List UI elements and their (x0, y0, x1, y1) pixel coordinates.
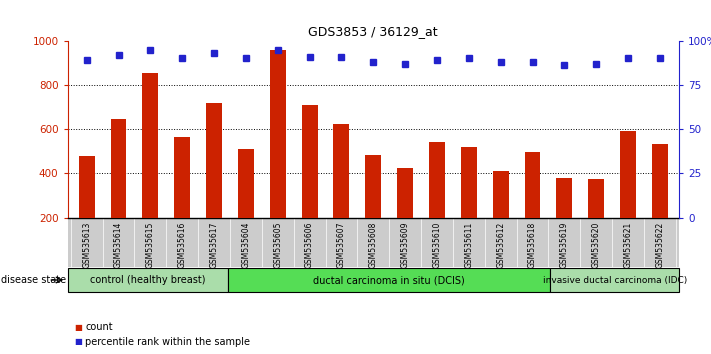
Text: control (healthy breast): control (healthy breast) (90, 275, 205, 285)
Bar (79, 156, 95, 262)
Bar (365, 155, 381, 262)
Bar (238, 149, 254, 262)
Bar (333, 124, 349, 262)
Text: GSM535614: GSM535614 (114, 222, 123, 268)
Text: GSM535619: GSM535619 (560, 222, 569, 268)
Text: ■: ■ (75, 323, 82, 332)
Bar (429, 142, 445, 262)
Text: GSM535612: GSM535612 (496, 222, 505, 268)
Text: disease state: disease state (1, 275, 67, 285)
Bar (174, 137, 190, 262)
Text: GSM535606: GSM535606 (305, 222, 314, 268)
Text: invasive ductal carcinoma (IDC): invasive ductal carcinoma (IDC) (542, 275, 687, 285)
Bar (652, 144, 668, 262)
Text: GSM535620: GSM535620 (592, 222, 601, 268)
Text: GSM535608: GSM535608 (369, 222, 378, 268)
Bar (110, 119, 127, 262)
Bar (525, 153, 540, 262)
Text: GSM535611: GSM535611 (464, 222, 474, 268)
Text: ■: ■ (75, 337, 82, 346)
Text: percentile rank within the sample: percentile rank within the sample (85, 337, 250, 347)
Bar (397, 168, 413, 262)
Bar (557, 178, 572, 262)
Bar (206, 103, 222, 262)
Bar (142, 73, 159, 262)
Bar (493, 171, 508, 262)
Text: count: count (85, 322, 113, 332)
Text: GSM535615: GSM535615 (146, 222, 155, 268)
Text: GSM535613: GSM535613 (82, 222, 91, 268)
Text: GSM535622: GSM535622 (656, 222, 664, 268)
Bar (588, 179, 604, 262)
Text: GSM535605: GSM535605 (273, 222, 282, 268)
Bar (620, 131, 636, 262)
Bar (550, 268, 679, 292)
Text: GSM535609: GSM535609 (400, 222, 410, 268)
Text: GSM535610: GSM535610 (432, 222, 442, 268)
Bar (301, 105, 318, 262)
Text: GSM535616: GSM535616 (178, 222, 187, 268)
Text: ductal carcinoma in situ (DCIS): ductal carcinoma in situ (DCIS) (314, 275, 465, 285)
Title: GDS3853 / 36129_at: GDS3853 / 36129_at (309, 25, 438, 38)
Text: GSM535617: GSM535617 (210, 222, 218, 268)
Bar (68, 268, 228, 292)
Text: GSM535618: GSM535618 (528, 222, 537, 268)
Bar (228, 268, 550, 292)
Text: GSM535607: GSM535607 (337, 222, 346, 268)
Bar (461, 147, 477, 262)
Text: GSM535604: GSM535604 (242, 222, 250, 268)
Bar (269, 50, 286, 262)
Text: GSM535621: GSM535621 (624, 222, 633, 268)
